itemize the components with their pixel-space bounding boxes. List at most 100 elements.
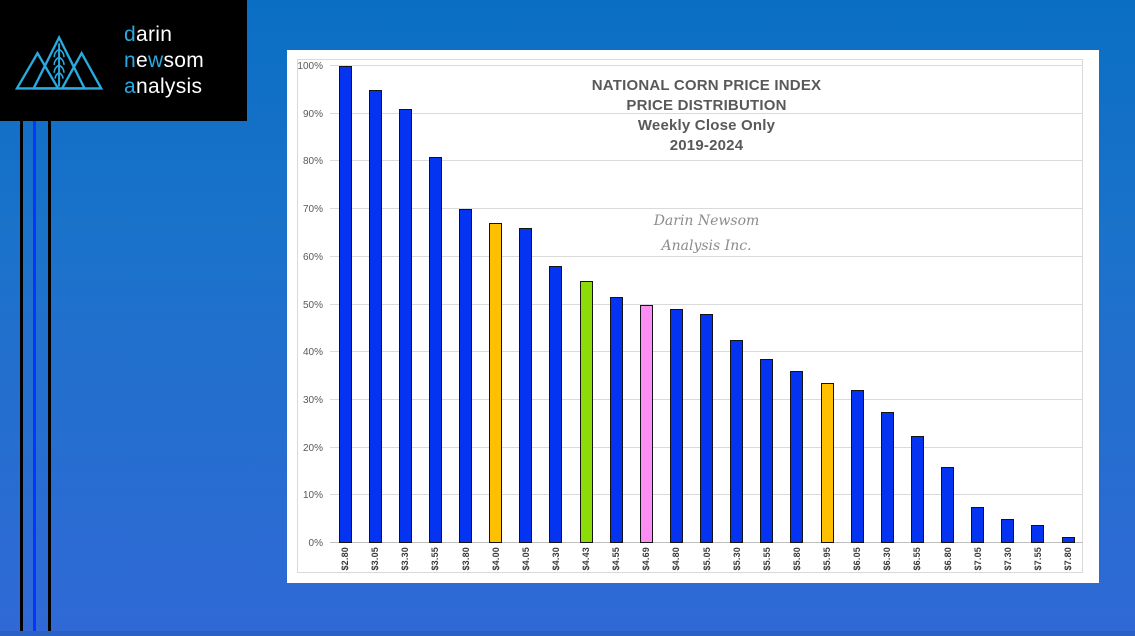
x-tick-slot: $4.69 [631, 547, 661, 622]
x-tick-slot: $6.55 [902, 547, 932, 622]
x-tick-label-$4.30: $4.30 [550, 547, 561, 571]
bar-$3.30 [398, 108, 412, 543]
x-tick-label-$5.95: $5.95 [822, 547, 833, 571]
x-tick-slot: $5.30 [722, 547, 752, 622]
brand-accent-letter: a [124, 74, 136, 98]
y-tick-label-40: 40% [302, 347, 323, 359]
x-tick-slot: $4.30 [541, 547, 571, 622]
bar-$7.80 [1061, 536, 1075, 543]
x-tick-label-$7.80: $7.80 [1063, 547, 1074, 571]
x-tick-label-$7.30: $7.30 [1002, 547, 1013, 571]
bar-$5.05 [700, 314, 714, 543]
x-tick-label-$7.55: $7.55 [1032, 547, 1043, 571]
brand-name: darin newsom analysis [124, 22, 204, 100]
bar-$5.55 [760, 359, 774, 543]
x-tick-slot: $3.55 [420, 547, 450, 622]
y-tick-label-30: 30% [302, 394, 323, 406]
y-axis-labels: 0% 10% 20% 30% 40% 50% 60% 70% 80% 90% 100% [287, 61, 326, 549]
y-tick-label-90: 90% [302, 108, 323, 120]
x-axis-labels: $2.80 $3.05 $3.30 $3.55 $3.80 $4.00 $4.05 $4.30… [330, 547, 1083, 622]
bar-$4.00 [489, 223, 503, 543]
bar-slot [933, 66, 963, 543]
x-tick-slot: $7.30 [993, 547, 1023, 622]
bar-$3.55 [428, 156, 442, 543]
bar-$4.30 [549, 266, 563, 543]
bar-$6.80 [941, 466, 955, 543]
bar-slot [631, 66, 661, 543]
gridline-90 [330, 112, 1083, 114]
bar-slot [963, 66, 993, 543]
bar-slot [752, 66, 782, 543]
chart-title: NATIONAL CORN PRICE INDEX PRICE DISTRIBU… [330, 76, 1083, 156]
x-tick-label-$2.80: $2.80 [340, 547, 351, 571]
brand-accent-letter: w [147, 48, 164, 72]
x-tick-slot: $5.55 [752, 547, 782, 622]
brand-letter: e [135, 48, 148, 72]
gridline-60 [330, 255, 1083, 257]
bar-$6.05 [850, 390, 864, 543]
brand-accent-letter: d [124, 22, 136, 46]
x-tick-label-$4.00: $4.00 [490, 547, 501, 571]
bar-$4.69 [639, 304, 653, 543]
bar-$7.30 [1001, 519, 1015, 543]
bar-$3.80 [459, 209, 473, 543]
x-tick-label-$3.30: $3.30 [400, 547, 411, 571]
y-tick-label-100: 100% [297, 61, 323, 72]
bar-$5.95 [820, 383, 834, 543]
x-tick-slot: $5.05 [692, 547, 722, 622]
watermark: Darin Newsom Analysis Inc. [330, 209, 1083, 259]
decor-line-black-left [20, 121, 23, 636]
bar-slot [390, 66, 420, 543]
x-tick-label-$4.05: $4.05 [520, 547, 531, 571]
gridline-50 [330, 303, 1083, 305]
x-tick-slot: $3.80 [451, 547, 481, 622]
bar-$3.05 [368, 89, 382, 543]
bar-slot [481, 66, 511, 543]
mountains-wheat-icon [14, 34, 104, 90]
x-tick-label-$4.55: $4.55 [611, 547, 622, 571]
bar-slot [872, 66, 902, 543]
bar-slot [722, 66, 752, 543]
bar-slot [1053, 66, 1083, 543]
x-tick-label-$4.43: $4.43 [581, 547, 592, 571]
decor-line-black-right [48, 121, 51, 636]
gridline-70 [330, 208, 1083, 210]
bar-$5.80 [790, 371, 804, 543]
y-tick-label-70: 70% [302, 204, 323, 216]
chart-title-line-2: PRICE DISTRIBUTION [626, 97, 787, 114]
x-tick-slot: $2.80 [330, 547, 360, 622]
x-tick-slot: $7.05 [963, 547, 993, 622]
brand-letter: nalysis [135, 74, 203, 98]
bar-$6.55 [910, 435, 924, 543]
brand-name-line: newsom [124, 48, 204, 74]
y-tick-label-10: 10% [302, 490, 323, 502]
brand-letter: arin [135, 22, 173, 46]
bar-slot [842, 66, 872, 543]
gridline-100 [330, 65, 1083, 66]
bar-slot [330, 66, 360, 543]
bar-$4.55 [609, 297, 623, 543]
x-tick-slot: $4.80 [661, 547, 691, 622]
bar-slot [511, 66, 541, 543]
bar-$4.05 [519, 228, 533, 543]
decor-line-blue [33, 121, 36, 636]
x-tick-label-$5.80: $5.80 [791, 547, 802, 571]
x-tick-label-$4.69: $4.69 [641, 547, 652, 571]
footer-strip [0, 631, 1135, 636]
x-tick-slot: $3.30 [390, 547, 420, 622]
x-tick-label-$7.05: $7.05 [972, 547, 983, 571]
x-tick-slot: $5.95 [812, 547, 842, 622]
x-tick-label-$3.80: $3.80 [460, 547, 471, 571]
brand-name-line: darin [124, 22, 204, 48]
bar-$4.43 [579, 280, 593, 543]
bar-slot [812, 66, 842, 543]
y-tick-label-80: 80% [302, 156, 323, 168]
bar-slot [661, 66, 691, 543]
bars-container [330, 66, 1083, 543]
bar-$4.80 [669, 309, 683, 543]
bar-slot [571, 66, 601, 543]
x-tick-label-$5.30: $5.30 [731, 547, 742, 571]
plot-area [330, 65, 1083, 543]
x-tick-label-$4.80: $4.80 [671, 547, 682, 571]
bar-$6.30 [880, 411, 894, 543]
